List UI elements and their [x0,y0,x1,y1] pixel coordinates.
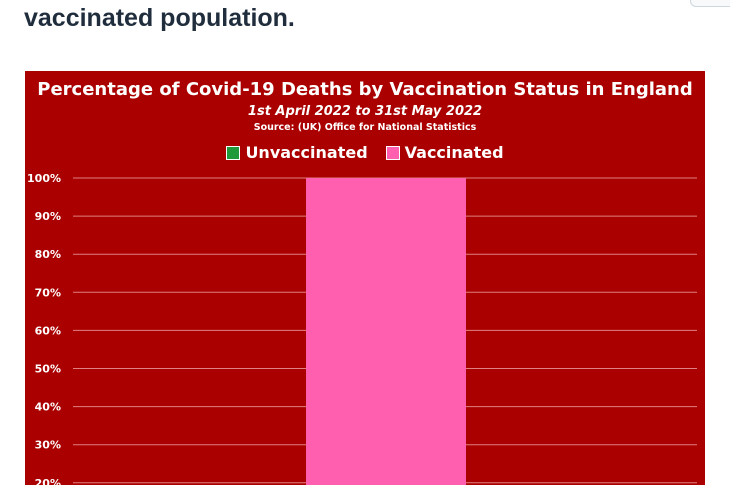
chart-subtitle: 1st April 2022 to 31st May 2022 [247,104,483,119]
y-tick-label: 80% [35,248,61,261]
bar-vaccinated [306,178,466,485]
chart-title: Percentage of Covid-19 Deaths by Vaccina… [37,79,693,100]
y-tick-label: 70% [35,286,61,299]
legend-label-vaccinated: Vaccinated [404,143,504,162]
y-tick-label: 90% [35,210,61,223]
legend-swatch-unvaccinated [226,145,241,160]
y-tick-label: 100% [27,172,61,185]
article-heading-text: vaccinated population. [24,4,295,32]
corner-widget [690,0,730,7]
y-tick-label: 20% [35,477,61,485]
legend-swatch-vaccinated [385,145,400,160]
y-tick-label: 60% [35,324,61,337]
y-tick-label: 30% [35,439,61,452]
legend-item-vaccinated: Vaccinated [385,143,504,162]
legend-label-unvaccinated: Unvaccinated [245,143,368,162]
y-tick-label: 50% [35,363,61,376]
chart-source: Source: (UK) Office for National Statist… [253,122,477,133]
y-tick-label: 40% [35,401,61,414]
chart-legend: Unvaccinated Vaccinated [25,143,705,162]
legend-item-unvaccinated: Unvaccinated [226,143,368,162]
chart-image: Percentage of Covid-19 Deaths by Vaccina… [25,71,705,485]
chart-plot-area: 20% 30% 40% 50% 60% 70% 80% 90% 100% [27,172,697,485]
